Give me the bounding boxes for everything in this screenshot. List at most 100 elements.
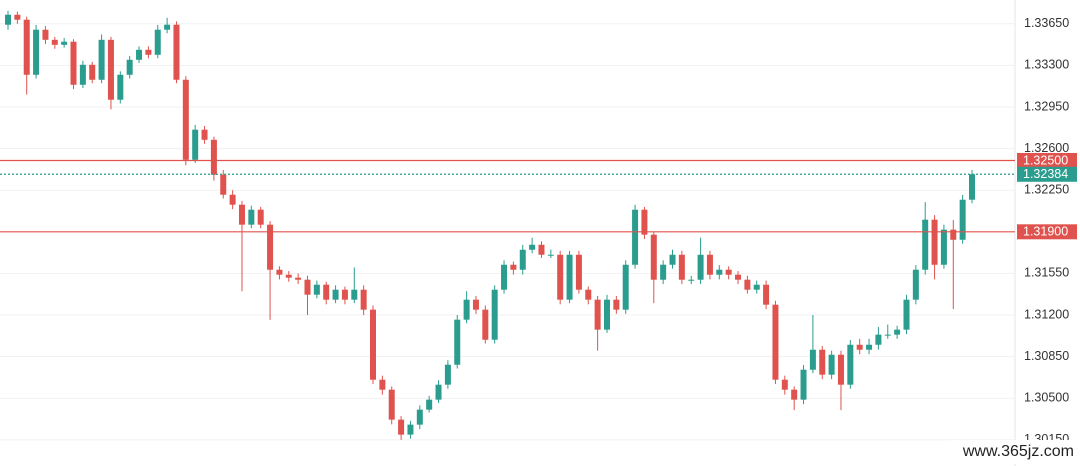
candle-body — [295, 277, 302, 280]
candle-body — [622, 264, 629, 310]
watermark-bg — [950, 440, 1078, 464]
candle-body — [519, 249, 526, 270]
y-tick-label: 1.30500 — [1024, 391, 1069, 405]
candle-body — [632, 209, 639, 265]
candle-body — [538, 244, 545, 255]
candle-body — [79, 64, 86, 85]
candle-body — [426, 399, 433, 410]
candle-body — [491, 289, 498, 340]
candle-body — [351, 289, 358, 300]
candle-body — [117, 74, 124, 100]
candle-body — [688, 279, 695, 281]
candle-body — [51, 39, 58, 45]
candle-body — [444, 364, 451, 385]
y-tick-label: 1.33300 — [1024, 58, 1069, 72]
candle-body — [229, 194, 236, 205]
candle-body — [772, 304, 779, 380]
candle-body — [547, 254, 554, 256]
price-level-label: 1.32500 — [1023, 153, 1068, 167]
candle-body — [126, 59, 133, 75]
candle-body — [884, 334, 891, 336]
candle-body — [98, 39, 105, 80]
candle-body — [407, 424, 414, 435]
y-tick-label: 1.32250 — [1024, 183, 1069, 197]
candle-body — [650, 234, 657, 280]
candle-body — [220, 174, 227, 195]
candle-body — [173, 24, 180, 80]
candle-body — [61, 41, 68, 45]
candle-body — [257, 209, 264, 225]
y-tick-label: 1.31200 — [1024, 307, 1069, 321]
candle-body — [164, 24, 171, 30]
candle-body — [472, 299, 479, 310]
candle-body — [145, 49, 152, 55]
candle-body — [201, 129, 208, 140]
candle-body — [856, 344, 863, 350]
candle-body — [735, 274, 742, 280]
candle-body — [566, 254, 573, 300]
candle-body — [248, 209, 255, 225]
candle-body — [613, 299, 620, 310]
candle-body — [238, 204, 245, 225]
candle-body — [903, 299, 910, 330]
candle-body — [875, 334, 882, 345]
price-level-label: 1.31900 — [1023, 225, 1068, 239]
candle-body — [744, 279, 751, 290]
candle-body — [529, 244, 536, 250]
candle-body — [313, 284, 320, 295]
candle-body — [866, 344, 873, 350]
candle-body — [669, 254, 676, 265]
candle-body — [931, 219, 938, 265]
candle-body — [416, 409, 423, 425]
candle-body — [323, 284, 330, 300]
candle-body — [379, 379, 386, 390]
candle-body — [14, 14, 21, 20]
y-tick-label: 1.30850 — [1024, 349, 1069, 363]
candle-body — [660, 264, 667, 280]
candle-body — [398, 419, 405, 435]
candle-body — [697, 254, 704, 280]
candle-body — [725, 269, 732, 275]
candle-body — [463, 299, 470, 320]
candle-body — [136, 49, 143, 60]
candle-body — [678, 254, 685, 280]
candle-body — [435, 384, 442, 400]
candle-body — [809, 349, 816, 370]
candle-body — [89, 64, 96, 80]
price-level-badge — [1017, 166, 1077, 182]
price-level-badge — [1017, 224, 1077, 240]
candle-body — [42, 29, 49, 40]
candle-body — [950, 229, 957, 240]
candle-body — [192, 129, 199, 160]
candle-body — [922, 219, 929, 270]
candle-body — [763, 284, 770, 305]
candle-body — [753, 284, 760, 290]
y-tick-label: 1.31550 — [1024, 266, 1069, 280]
candle-body — [482, 309, 489, 340]
candle-body — [33, 29, 40, 75]
candle-body — [510, 264, 517, 270]
candle-body — [641, 209, 648, 235]
y-tick-label: 1.33650 — [1024, 16, 1069, 30]
candle-body — [388, 389, 395, 420]
candle-body — [837, 354, 844, 385]
candle-body — [819, 349, 826, 375]
candle-body — [182, 79, 189, 160]
candle-body — [585, 289, 592, 300]
candle-body — [706, 254, 713, 275]
candle-body — [594, 299, 601, 330]
candle-body — [332, 289, 339, 300]
candle-body — [360, 289, 367, 310]
watermark: www.365jz.com — [962, 443, 1074, 460]
candle-body — [341, 289, 348, 300]
candle-body — [23, 19, 30, 75]
candle-body — [370, 309, 377, 380]
candle-body — [154, 29, 161, 55]
candle-body — [575, 254, 582, 290]
candle-body — [285, 274, 292, 278]
candle-body — [894, 329, 901, 335]
candle-body — [940, 229, 947, 265]
price-level-badge — [1017, 152, 1077, 168]
y-tick-label: 1.32950 — [1024, 99, 1069, 113]
